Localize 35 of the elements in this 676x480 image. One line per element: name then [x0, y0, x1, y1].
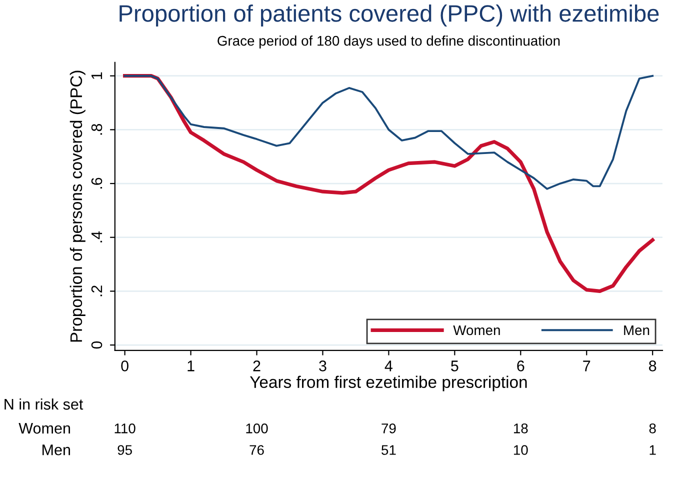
y-tick-label: .2 [91, 286, 102, 296]
x-tick-label: 0 [121, 360, 128, 372]
x-tick-label: 1 [188, 360, 194, 372]
x-tick-label: 2 [253, 360, 260, 372]
x-tick-label: 4 [384, 360, 392, 372]
text: 100 [246, 423, 268, 434]
y-axis-title: Proportion of persons covered (PPC) [70, 70, 86, 342]
y-tick-label: 0 [91, 341, 102, 349]
y-tick-label: .8 [91, 124, 102, 135]
text: 10 [514, 445, 528, 455]
y-tick-label: .4 [92, 231, 102, 242]
x-tick-label: 5 [451, 360, 458, 372]
text: 8 [649, 423, 656, 434]
chart-subtitle: Grace period of 180 days used to define discontinuation [218, 36, 560, 48]
text: Women [18, 423, 70, 434]
x-tick-label: 3 [319, 360, 326, 372]
x-tick-label: 7 [583, 360, 590, 372]
legend-label: Women [453, 325, 500, 336]
x-tick-label: 8 [649, 360, 656, 372]
legend-label: Men [624, 325, 650, 336]
text: 1 [650, 445, 656, 455]
text: 110 [114, 423, 136, 434]
x-axis-title: Years from first ezetimibe prescription [250, 376, 527, 392]
text: Men [42, 444, 70, 456]
line-series [124, 74, 654, 190]
y-tick-label: 1 [92, 72, 102, 79]
chart-title: Proportion of patients covered (PPC) with ezetimibe [120, 4, 659, 26]
text: N in risk set [4, 398, 84, 410]
text: 76 [250, 445, 264, 455]
x-tick-label: 6 [517, 360, 524, 372]
text: 79 [382, 423, 396, 434]
text: 95 [118, 445, 132, 455]
text: 18 [514, 423, 528, 434]
y-tick-label: .6 [91, 178, 102, 188]
text: 51 [382, 445, 396, 455]
